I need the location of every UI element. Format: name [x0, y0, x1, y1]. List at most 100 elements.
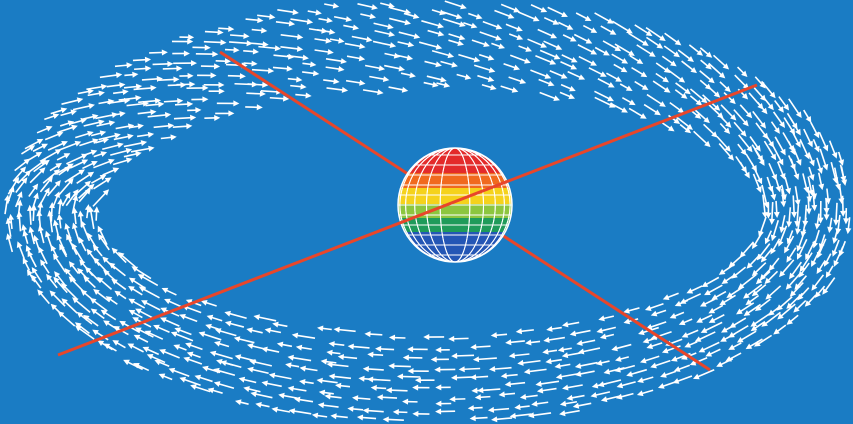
arrow-head: [765, 293, 772, 300]
arrow: [288, 408, 312, 415]
arrow-head: [161, 287, 169, 294]
arrow-head: [650, 310, 658, 317]
arrow: [59, 120, 75, 127]
arrow-head: [794, 283, 801, 290]
arrow: [754, 148, 765, 166]
arrow-head: [98, 90, 105, 97]
arrow-head: [531, 400, 538, 407]
arrow-shaft: [98, 134, 119, 141]
arrow-head: [434, 366, 441, 373]
arrow: [456, 73, 472, 80]
arrow-head: [761, 107, 768, 115]
arrow: [440, 60, 458, 68]
arrow-shaft: [47, 141, 66, 151]
arrow: [811, 192, 818, 212]
arrow-head: [16, 191, 23, 198]
arrow: [224, 310, 247, 320]
arrow-head: [97, 276, 104, 284]
arrow: [578, 55, 597, 66]
arrow: [364, 331, 383, 338]
arrow-head: [64, 192, 71, 199]
arrow-head: [250, 391, 257, 398]
arrow: [245, 17, 264, 24]
arrow-head: [137, 123, 144, 130]
arrow: [299, 365, 318, 372]
arrow-head: [729, 97, 736, 105]
arrow-head: [88, 103, 95, 110]
arrow: [124, 71, 139, 78]
arrow: [435, 408, 456, 415]
arrow: [637, 376, 654, 384]
arrow: [719, 294, 736, 306]
arrow-head: [218, 81, 225, 88]
arrow: [330, 413, 348, 420]
arrow-head: [202, 365, 209, 372]
arrow-head: [495, 23, 503, 30]
arrow-head: [398, 65, 406, 72]
arrow: [751, 283, 767, 297]
arrow-shaft: [138, 99, 159, 104]
arrow-head: [167, 122, 175, 129]
arrow-head: [752, 242, 758, 250]
arrow-head: [524, 58, 531, 64]
arrow-head: [649, 51, 656, 57]
arrow-head: [561, 352, 569, 359]
arrow: [134, 65, 152, 72]
arrow-head: [46, 175, 53, 183]
arrow-head: [36, 138, 44, 145]
arrow: [277, 9, 299, 16]
arrow-head: [458, 366, 465, 373]
arrow-head: [76, 97, 84, 104]
arrow-head: [783, 103, 790, 111]
arrow-shaft: [126, 102, 147, 107]
arrow-head: [271, 406, 278, 413]
arrow-head: [472, 356, 480, 363]
arrow-head: [708, 307, 716, 314]
arrow: [91, 174, 107, 184]
arrow-head: [127, 133, 134, 140]
arrow: [93, 206, 100, 221]
arrow: [396, 373, 421, 380]
arrow-head: [487, 54, 495, 61]
arrow-head: [690, 67, 698, 74]
arrow-shaft: [290, 356, 312, 362]
arrow-head: [387, 23, 394, 30]
arrow-head: [370, 384, 377, 391]
arrow: [388, 86, 409, 93]
arrow-head: [104, 177, 112, 184]
arrow: [616, 381, 636, 389]
arrow-head: [626, 371, 633, 377]
arrow-head: [817, 167, 823, 174]
arrow-head: [56, 213, 63, 221]
arrow-head: [189, 81, 196, 88]
arrow: [754, 298, 771, 312]
arrow-head: [743, 292, 750, 299]
arrow: [786, 247, 797, 263]
arrow-shaft: [790, 261, 803, 278]
arrow-head: [299, 379, 306, 385]
arrow: [114, 290, 127, 300]
arrow-head: [102, 137, 110, 144]
arrow: [317, 325, 332, 332]
arrow-head: [711, 294, 718, 300]
arrow-head: [90, 149, 98, 156]
arrow-head: [224, 320, 232, 327]
arrow-head: [566, 394, 573, 401]
arrow: [478, 53, 495, 61]
arrow: [72, 103, 95, 111]
arrow-head: [817, 217, 824, 224]
arrow-head: [509, 412, 516, 419]
arrow: [686, 285, 703, 294]
arrow-head: [207, 387, 215, 394]
arrow: [58, 124, 78, 133]
arrow-shaft: [594, 12, 612, 23]
arrow-head: [795, 159, 802, 166]
arrow-head: [799, 265, 806, 273]
arrow-shaft: [674, 115, 692, 129]
arrow: [123, 140, 148, 148]
arrow: [123, 151, 142, 158]
arrow: [779, 259, 795, 278]
arrow-head: [285, 362, 292, 369]
arrow-head: [487, 76, 495, 83]
arrow: [68, 261, 80, 275]
